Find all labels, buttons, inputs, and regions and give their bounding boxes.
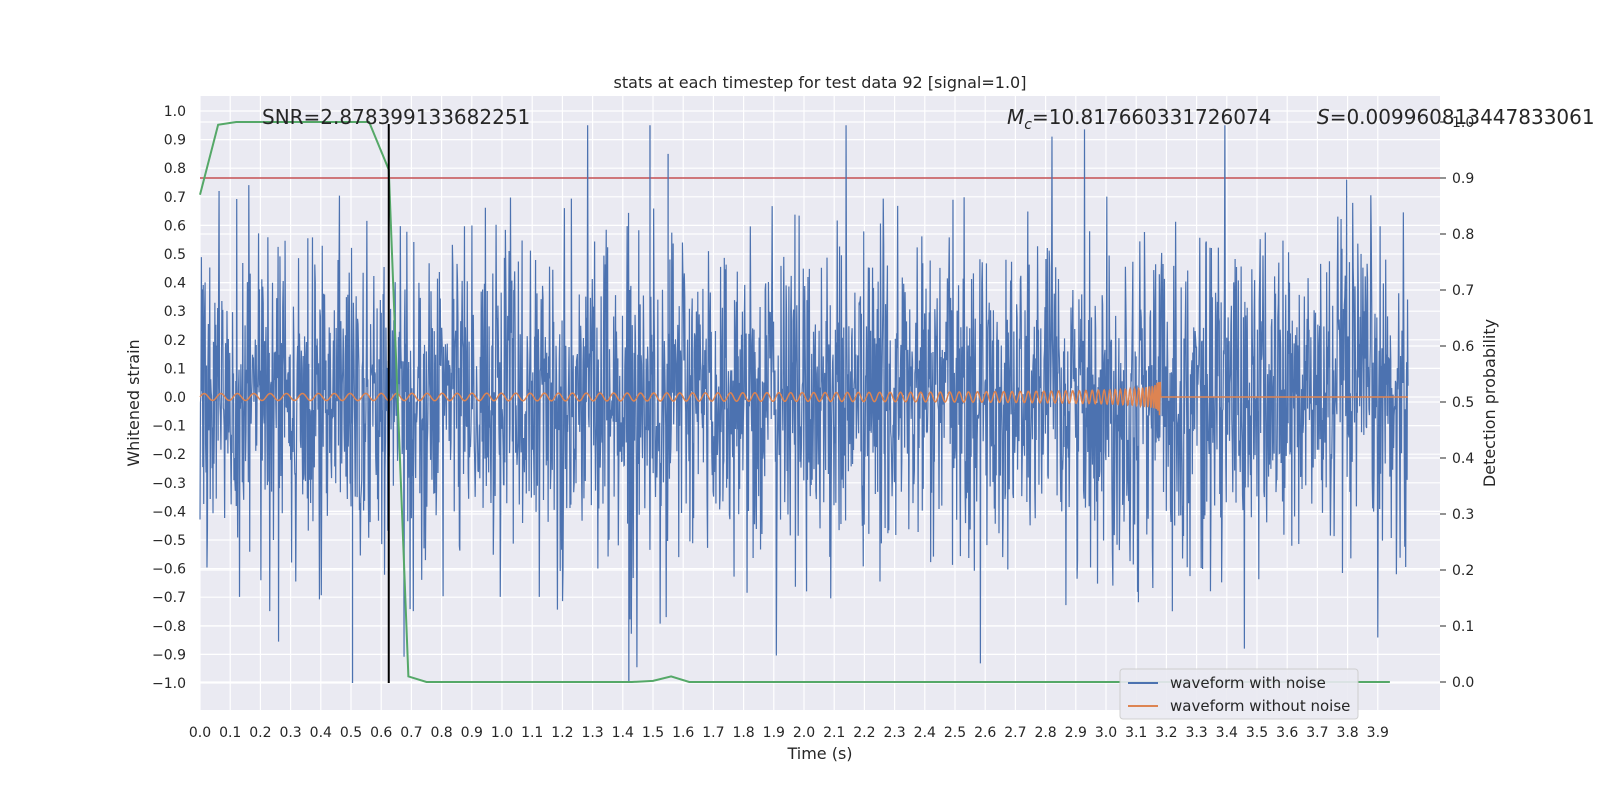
y-tick-label: 0.9 — [164, 133, 186, 149]
x-tick-label: 0.7 — [400, 725, 422, 741]
y-tick-labels: 1.0 0.9 0.8 0.7 0.6 0.5 0.4 0.3 0.2 0.1 0.0 −0.1 −0.… — [152, 104, 186, 692]
y2-tick-label: 0.4 — [1452, 451, 1474, 467]
x-tick-label: 1.1 — [521, 725, 543, 741]
x-tick-label: 3.6 — [1276, 725, 1298, 741]
y2-axis-label: Detection probability — [1480, 319, 1499, 487]
y-tick-label: 0.8 — [164, 161, 186, 177]
y-tick-label: −0.1 — [152, 419, 186, 435]
y-tick-label: −0.5 — [152, 533, 186, 549]
x-tick-label: 2.2 — [853, 725, 875, 741]
x-tick-label: 1.4 — [612, 725, 634, 741]
x-tick-label: 3.0 — [1095, 725, 1117, 741]
y-tick-label: −0.7 — [152, 590, 186, 606]
series-clean-line — [199, 381, 1408, 416]
s-annotation: S=0.009960813447833061 — [1317, 105, 1595, 129]
x-tick-label: 0.9 — [461, 725, 483, 741]
x-tick-label: 2.0 — [793, 725, 815, 741]
y-tick-label: −0.3 — [152, 476, 186, 492]
legend: waveform with noise waveform without noi… — [1119, 668, 1359, 720]
y-tick-label: −0.6 — [152, 562, 186, 578]
y-tick-label: 1.0 — [164, 104, 186, 120]
y2-tick-label: 1.0 — [1452, 115, 1474, 131]
x-tick-label: 1.7 — [702, 725, 724, 741]
x-tick-label: 2.4 — [914, 725, 936, 741]
x-tick-label: 1.5 — [642, 725, 664, 741]
x-tick-label: 3.5 — [1246, 725, 1268, 741]
prob-layer — [199, 121, 1390, 683]
x-tick-label: 1.3 — [581, 725, 603, 741]
x-tick-label: 1.8 — [732, 725, 754, 741]
x-tick-label: 3.9 — [1367, 725, 1389, 741]
y2-tick-label: 0.3 — [1452, 507, 1474, 523]
x-tick-label: 0.5 — [340, 725, 362, 741]
snr-annotation: SNR=2.878399133682251 — [262, 105, 530, 129]
clean-layer — [199, 381, 1408, 416]
y2-tick-label: 0.5 — [1452, 395, 1474, 411]
y2-tick-label: 0.1 — [1452, 619, 1474, 635]
y2-tick-label: 0.9 — [1452, 171, 1474, 187]
x-tick-labels: 0.0 0.1 0.2 0.3 0.4 0.5 0.6 0.7 0.8 0.9 1.0 1.1 1.2 1… — [189, 725, 1389, 741]
y-axis-label: Whitened strain — [124, 339, 143, 466]
x-tick-label: 3.8 — [1336, 725, 1358, 741]
y2-tick-label: 0.8 — [1452, 227, 1474, 243]
x-tick-label: 3.1 — [1125, 725, 1147, 741]
x-tick-label: 0.8 — [430, 725, 452, 741]
legend-label-clean: waveform without noise — [1170, 697, 1350, 715]
x-tick-label: 3.4 — [1216, 725, 1238, 741]
y-tick-label: −0.4 — [152, 504, 186, 520]
y-tick-label: 0.1 — [164, 361, 186, 377]
x-tick-label: 2.1 — [823, 725, 845, 741]
x-tick-label: 2.8 — [1034, 725, 1056, 741]
y-tick-label: 0.6 — [164, 218, 186, 234]
x-tick-label: 0.4 — [310, 725, 332, 741]
series-noisy-line — [199, 125, 1409, 668]
x-tick-label: 2.5 — [944, 725, 966, 741]
y-tick-label: 0.7 — [164, 190, 186, 206]
y-tick-label: −1.0 — [152, 676, 186, 692]
chirp-mass-annotation: Mc=10.817660331726074 — [1007, 105, 1271, 133]
x-tick-label: 1.2 — [551, 725, 573, 741]
x-tick-label: 1.0 — [491, 725, 513, 741]
chart-title: stats at each timestep for test data 92 … — [614, 73, 1027, 92]
y2-tick-label: 0.6 — [1452, 339, 1474, 355]
x-tick-label: 1.6 — [672, 725, 694, 741]
y-tick-label: −0.2 — [152, 447, 186, 463]
x-tick-label: 3.2 — [1155, 725, 1177, 741]
y2-tick-labels: 1.0 0.9 0.8 0.7 0.6 0.5 0.4 0.3 0.2 0.1 0.0 — [1440, 115, 1474, 691]
x-tick-label: 1.9 — [763, 725, 785, 741]
y-tick-label: 0.3 — [164, 304, 186, 320]
y-tick-label: 0.0 — [164, 390, 186, 406]
x-tick-label: 2.6 — [974, 725, 996, 741]
x-tick-label: 2.3 — [883, 725, 905, 741]
x-tick-label: 0.2 — [249, 725, 271, 741]
y-tick-label: −0.9 — [152, 647, 186, 663]
x-tick-label: 3.7 — [1306, 725, 1328, 741]
legend-box — [1119, 668, 1359, 720]
y-tick-label: 0.2 — [164, 333, 186, 349]
y-tick-label: 0.4 — [164, 276, 186, 292]
x-tick-label: 2.7 — [1004, 725, 1026, 741]
x-tick-label: 0.6 — [370, 725, 392, 741]
series-detection-probability-line — [199, 121, 1390, 683]
x-tick-label: 0.0 — [189, 725, 211, 741]
y2-tick-label: 0.2 — [1452, 563, 1474, 579]
x-tick-label: 0.3 — [279, 725, 301, 741]
y-tick-label: −0.8 — [152, 619, 186, 635]
x-tick-label: 3.3 — [1185, 725, 1207, 741]
legend-label-noisy: waveform with noise — [1170, 674, 1326, 692]
x-tick-label: 0.1 — [219, 725, 241, 741]
x-tick-label: 2.9 — [1065, 725, 1087, 741]
y2-tick-label: 0.7 — [1452, 283, 1474, 299]
y-tick-label: 0.5 — [164, 247, 186, 263]
x-axis-label: Time (s) — [786, 744, 852, 763]
noisy-layer — [199, 125, 1409, 683]
y2-tick-label: 0.0 — [1452, 675, 1474, 691]
